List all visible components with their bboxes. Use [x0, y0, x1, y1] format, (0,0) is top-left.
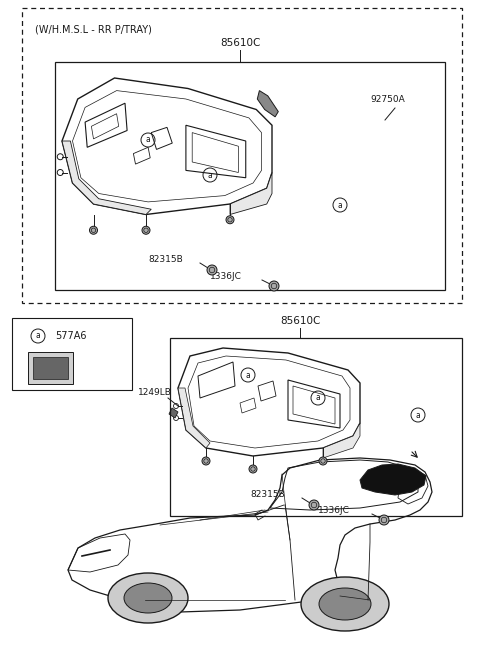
Circle shape	[249, 465, 257, 473]
Circle shape	[89, 226, 97, 234]
Text: (W/H.M.S.L - RR P/TRAY): (W/H.M.S.L - RR P/TRAY)	[35, 25, 152, 35]
Bar	[28, 352, 73, 384]
Text: 82315B: 82315B	[250, 490, 285, 499]
Text: 85610C: 85610C	[220, 38, 260, 48]
Text: a: a	[36, 331, 40, 340]
Polygon shape	[178, 388, 210, 448]
Polygon shape	[62, 141, 151, 215]
Text: 577A6: 577A6	[55, 331, 86, 341]
Text: a: a	[416, 411, 420, 419]
Text: a: a	[337, 201, 342, 209]
Circle shape	[226, 216, 234, 224]
Text: 82315B: 82315B	[148, 255, 183, 264]
Text: a: a	[145, 136, 150, 144]
Text: 1249LB: 1249LB	[138, 388, 172, 397]
Polygon shape	[257, 91, 278, 117]
Text: a: a	[208, 171, 212, 180]
Ellipse shape	[124, 583, 172, 613]
Text: 92750A: 92750A	[370, 95, 405, 104]
Polygon shape	[360, 464, 426, 495]
Circle shape	[309, 500, 319, 510]
Ellipse shape	[319, 588, 371, 620]
Bar	[33, 357, 68, 379]
Bar	[170, 338, 462, 516]
Text: a: a	[316, 394, 320, 403]
Ellipse shape	[108, 573, 188, 623]
Text: 85610C: 85610C	[280, 316, 320, 326]
Circle shape	[202, 457, 210, 465]
Polygon shape	[230, 173, 272, 215]
Circle shape	[379, 515, 389, 525]
Bar	[22, 8, 462, 303]
Text: a: a	[246, 371, 251, 380]
Text: 1336JC: 1336JC	[210, 272, 242, 281]
Circle shape	[142, 226, 150, 234]
Circle shape	[319, 457, 327, 465]
Polygon shape	[169, 408, 178, 418]
Bar	[55, 62, 445, 290]
Circle shape	[269, 281, 279, 291]
Circle shape	[207, 265, 217, 275]
Ellipse shape	[301, 577, 389, 631]
Text: 1336JC: 1336JC	[318, 506, 350, 515]
Bar	[12, 318, 132, 390]
Polygon shape	[323, 423, 360, 458]
